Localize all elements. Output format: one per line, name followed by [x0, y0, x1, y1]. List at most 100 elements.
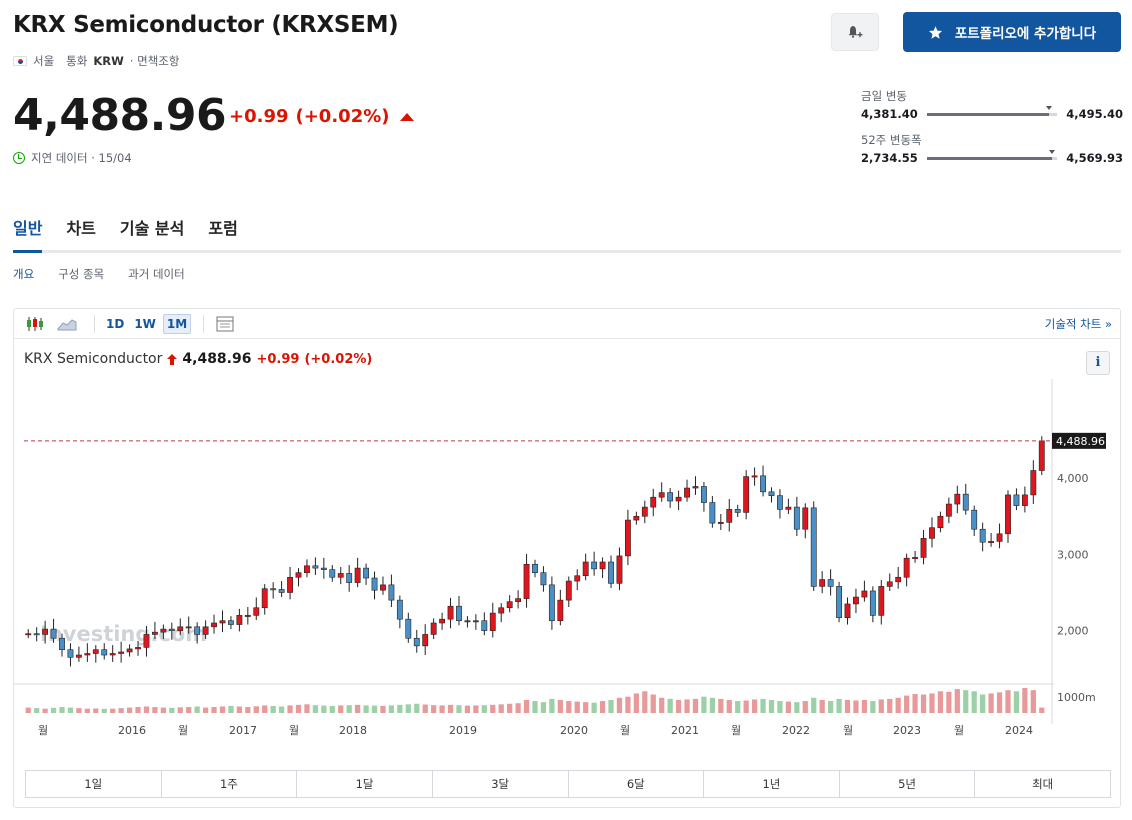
volume-bar	[878, 699, 884, 713]
candle-body	[244, 615, 251, 617]
period-1m[interactable]: 1달	[297, 771, 433, 797]
volume-bar	[625, 696, 631, 713]
tab-forum[interactable]: 포럼	[208, 219, 238, 238]
volume-bar	[515, 703, 521, 713]
area-chart-icon[interactable]	[54, 313, 80, 335]
candle-body	[548, 584, 555, 622]
volume-bar	[126, 707, 133, 713]
volume-bar	[110, 708, 116, 713]
week52-range: 52주 변동폭 2,734.55 4,569.93	[861, 132, 1123, 165]
volume-bar	[177, 707, 183, 713]
volume-bar	[659, 697, 665, 713]
period-max[interactable]: 최대	[1032, 777, 1054, 791]
volume-bar	[262, 705, 268, 713]
candle-body	[641, 506, 648, 517]
x-tick-label: 2021	[671, 724, 699, 737]
tab-general[interactable]: 일반	[13, 213, 43, 253]
candle-body	[219, 620, 226, 624]
candle-body	[954, 493, 961, 505]
table-view-icon[interactable]	[212, 313, 238, 335]
volume-bar	[667, 698, 673, 713]
volume-bar	[583, 702, 589, 713]
legend-change: +0.99	[256, 351, 300, 367]
candle-body	[853, 596, 859, 605]
candle-body	[456, 605, 462, 622]
volume-bar	[633, 693, 639, 713]
volume-bar	[904, 695, 910, 713]
day-low: 4,381.40	[861, 107, 918, 121]
last-price-tag	[1052, 432, 1106, 449]
volume-bar	[1039, 707, 1045, 713]
volume-bar	[566, 701, 572, 713]
volume-bar	[287, 705, 293, 713]
volume-bar	[439, 705, 445, 713]
period-3m[interactable]: 3달	[433, 771, 569, 797]
subtab-historical[interactable]: 과거 데이터	[128, 267, 185, 281]
subtab-components[interactable]: 구성 종목	[58, 267, 105, 281]
volume-bar	[920, 694, 927, 713]
chart-widget: 1D 1W 1M 기술적 차트 » KRX Semiconductor 4,48…	[13, 308, 1121, 808]
x-tick-label: 2024	[1005, 724, 1033, 737]
volume-bar	[785, 701, 792, 713]
period-5y[interactable]: 5년	[840, 771, 976, 797]
volume-bar	[338, 705, 344, 713]
candle-body	[67, 649, 74, 658]
toolbar-divider	[203, 314, 205, 333]
technical-chart-link[interactable]: 기술적 차트 »	[1044, 317, 1112, 331]
candle-body	[912, 557, 919, 559]
period-1w[interactable]: 1주	[162, 771, 298, 797]
price-chart[interactable]: 2,000 3,000 4,000 Investing.com 4,488.96 1000…	[14, 379, 1120, 764]
period-1d[interactable]: 1일	[26, 771, 162, 797]
candle-body	[143, 634, 150, 648]
legend-change-percent: (+0.02%)	[304, 351, 373, 367]
add-to-portfolio-button[interactable]: 포트폴리오에 추가합니다	[903, 12, 1121, 52]
volume-bar	[431, 705, 437, 713]
tab-chart[interactable]: 차트	[66, 219, 96, 238]
candle-body	[371, 577, 378, 591]
candle-body	[1021, 494, 1028, 506]
period-1y[interactable]: 1년	[704, 771, 840, 797]
volume-bar	[963, 690, 969, 713]
candle-body	[988, 541, 995, 543]
volume-bar	[760, 698, 766, 713]
x-tick-label: 월	[843, 724, 853, 737]
volume-bar	[42, 708, 48, 713]
legend-name: KRX Semiconductor	[24, 351, 163, 367]
interval-1w[interactable]: 1W	[134, 316, 156, 331]
x-tick-label: 2017	[229, 724, 257, 737]
candle-body	[1038, 440, 1045, 471]
candle-body	[810, 507, 817, 587]
candlestick-icon[interactable]	[22, 313, 48, 335]
tab-technical[interactable]: 기술 분석	[119, 219, 185, 238]
volume-bar	[456, 705, 462, 713]
sub-tabs: 개요 구성 종목 과거 데이터	[13, 266, 185, 282]
candle-body	[709, 502, 716, 524]
subtab-overview[interactable]: 개요	[13, 267, 35, 281]
week52-range-marker	[1049, 149, 1056, 154]
volume-bar	[143, 706, 150, 713]
period-6m[interactable]: 6달	[569, 771, 705, 797]
candle-body	[886, 581, 893, 587]
candle-body	[329, 569, 336, 578]
volume-bar	[802, 701, 808, 713]
volume-bar	[895, 697, 901, 713]
info-button[interactable]: i	[1086, 351, 1110, 375]
delay-notice: 지연 데이터 · 15/04	[13, 150, 132, 166]
volume-bar	[1030, 690, 1036, 713]
candle-body	[59, 637, 65, 650]
disclaimer-link[interactable]: · 면책조항	[129, 54, 180, 68]
day-range-label: 금일 변동	[861, 89, 907, 103]
candle-body	[413, 637, 420, 647]
volume-bar	[447, 704, 454, 713]
interval-1d[interactable]: 1D	[106, 316, 125, 331]
period-selector: 1일 1주 1달 3달 6달 1년 5년 최대	[25, 770, 1111, 798]
candle-body	[650, 496, 657, 508]
volume-bar	[692, 698, 699, 713]
price-alert-button[interactable]	[831, 13, 879, 51]
y-tick-label: 4,000	[1057, 472, 1089, 485]
x-tick-label: 2023	[893, 724, 921, 737]
volume-bar	[397, 704, 403, 713]
candle-body	[836, 586, 842, 618]
interval-1m[interactable]: 1M	[162, 313, 192, 334]
candle-body	[278, 589, 285, 593]
